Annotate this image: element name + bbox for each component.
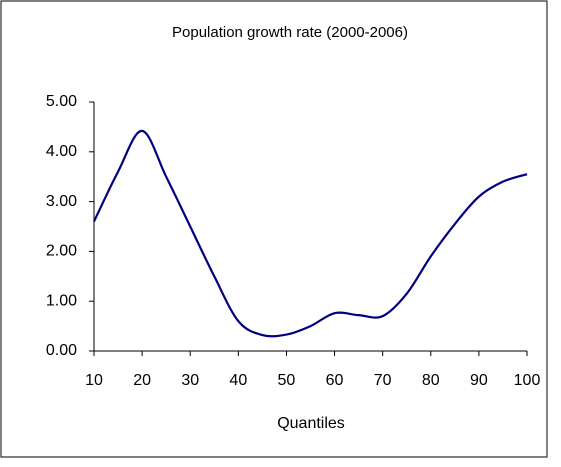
x-tick-label: 30 (181, 372, 199, 389)
y-tick-label: 2.00 (46, 243, 77, 260)
x-tick-label: 60 (326, 372, 344, 389)
line-series (93, 129, 528, 338)
y-tick-label: 1.00 (46, 292, 77, 309)
y-tick-label: 0.00 (46, 342, 77, 359)
x-tick-label: 10 (85, 372, 103, 389)
x-tick-label: 20 (133, 372, 151, 389)
y-tick-label: 3.00 (46, 193, 77, 210)
x-axis-label: Quantiles (277, 415, 345, 432)
x-tick-label: 40 (229, 372, 247, 389)
x-tick-label: 100 (514, 372, 541, 389)
chart-frame (0, 0, 548, 458)
x-tick-label: 50 (278, 372, 296, 389)
x-tick-label: 90 (470, 372, 488, 389)
y-tick-label: 5.00 (46, 93, 77, 110)
chart-title: Population growth rate (2000-2006) (172, 24, 408, 41)
x-tick-label: 80 (422, 372, 440, 389)
y-tick-label: 4.00 (46, 143, 77, 160)
x-tick-label: 70 (374, 372, 392, 389)
